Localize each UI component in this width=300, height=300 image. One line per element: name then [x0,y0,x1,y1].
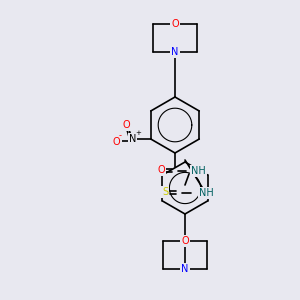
Text: -: - [118,131,121,140]
Text: S: S [162,187,168,197]
Text: O: O [123,120,130,130]
Text: N: N [171,47,179,57]
Text: +: + [135,130,141,136]
Text: O: O [113,137,121,147]
Text: NH: NH [199,188,214,198]
Text: NH: NH [191,166,206,176]
Text: O: O [181,236,189,246]
Text: N: N [129,134,136,144]
Text: N: N [181,264,189,274]
Text: O: O [157,165,165,175]
Text: O: O [171,19,179,29]
